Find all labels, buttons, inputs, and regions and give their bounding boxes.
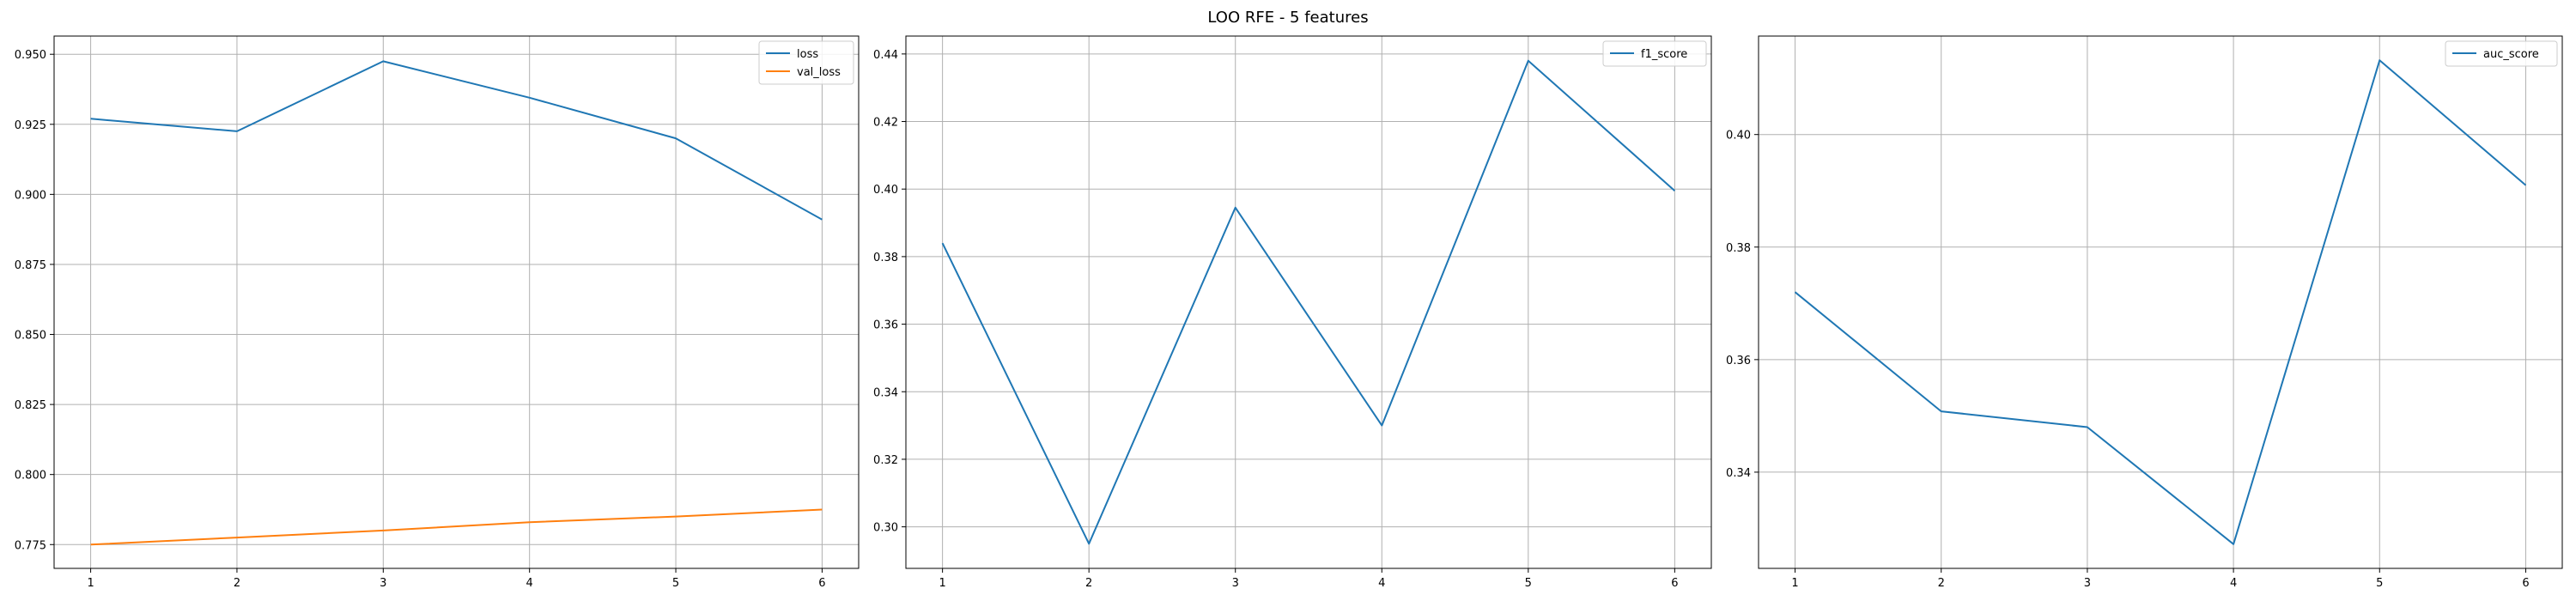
figure-title: LOO RFE - 5 features [1207,9,1369,27]
legend-label-auc_score: auc_score [2483,48,2539,61]
y-tick-label: 0.875 [15,259,46,272]
legend-label-f1_score: f1_score [1641,48,1687,61]
x-tick-label: 4 [2230,577,2237,590]
series-line-f1_score [941,59,1676,545]
series-line-auc_score [1794,59,2527,545]
y-tick-label: 0.850 [15,330,46,343]
x-tick-label: 6 [818,577,825,590]
x-tick-label: 4 [1378,577,1385,590]
y-tick-label: 0.30 [873,522,898,535]
x-tick-label: 3 [380,577,386,590]
x-tick-label: 1 [1791,577,1798,590]
x-tick-label: 2 [1085,577,1092,590]
legend-box [2445,40,2558,67]
y-tick-label: 0.36 [1726,355,1751,367]
series-line-loss [90,60,823,221]
y-tick-label: 0.40 [873,184,898,197]
x-tick-label: 3 [1232,577,1239,590]
y-tick-label: 0.34 [1726,467,1751,480]
y-tick-label: 0.38 [873,252,898,264]
axes-frame [1758,35,2563,569]
y-tick-label: 0.34 [873,386,898,399]
y-tick-label: 0.825 [15,399,46,412]
x-tick-label: 6 [1671,577,1678,590]
x-tick-label: 1 [87,577,94,590]
y-tick-label: 0.925 [15,119,46,132]
y-tick-label: 0.32 [873,454,898,467]
y-tick-label: 0.44 [873,49,898,62]
x-tick-label: 2 [234,577,240,590]
axes-frame [905,35,1712,569]
y-tick-label: 0.775 [15,539,46,552]
x-tick-label: 2 [1938,577,1945,590]
series-line-val_loss [90,508,823,546]
y-tick-label: 0.38 [1726,242,1751,255]
x-tick-label: 5 [1525,577,1532,590]
y-tick-label: 0.36 [873,319,898,332]
axes-frame [53,35,860,569]
legend-label-val_loss: val_loss [797,66,841,79]
x-tick-label: 5 [672,577,679,590]
y-tick-label: 0.40 [1726,130,1751,143]
x-tick-label: 4 [526,577,533,590]
y-tick-label: 0.900 [15,189,46,202]
y-tick-label: 0.42 [873,117,898,130]
x-tick-label: 3 [2084,577,2091,590]
x-tick-label: 1 [939,577,945,590]
y-tick-label: 0.950 [15,49,46,62]
x-tick-label: 5 [2376,577,2383,590]
legend-label-loss: loss [797,48,818,61]
legend-box [758,40,854,85]
legend-box [1602,40,1707,67]
y-tick-label: 0.800 [15,470,46,483]
x-tick-label: 6 [2522,577,2529,590]
